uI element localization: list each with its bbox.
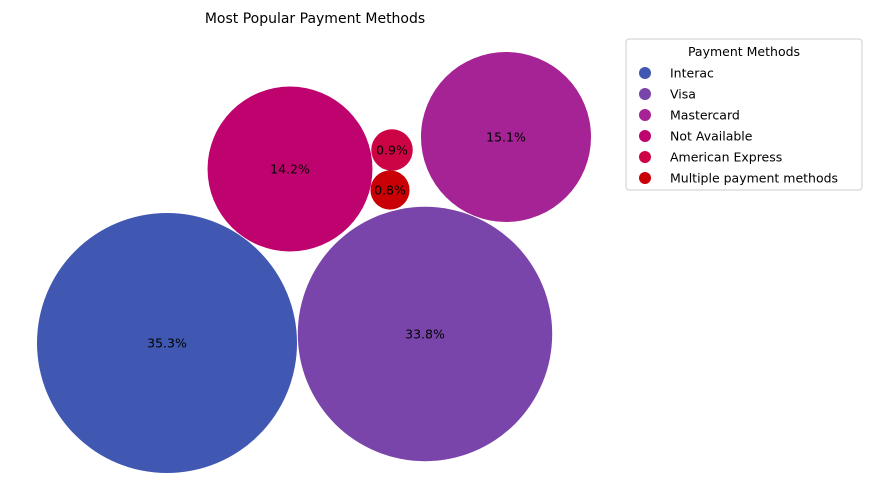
bubble-multiple-payment-methods (370, 170, 410, 210)
legend-marker-mastercard (639, 109, 651, 121)
bubble-mastercard (420, 51, 592, 223)
bubble-label-mastercard: 15.1% (486, 130, 526, 145)
legend-marker-american-express (639, 151, 651, 163)
bubble-label-not-available: 14.2% (270, 162, 310, 177)
legend-marker-visa (639, 88, 651, 100)
legend-items: Interac Visa Mastercard Not Available Americ… (639, 66, 838, 186)
legend-marker-interac (639, 67, 651, 79)
bubble-label-visa: 33.8% (405, 327, 445, 342)
bubble-american-express (371, 129, 413, 171)
legend-marker-multiple-payment-methods (639, 172, 651, 184)
legend-label-interac: Interac (670, 66, 714, 81)
legend-label-visa: Visa (670, 87, 696, 102)
legend-label-american-express: American Express (670, 150, 782, 165)
bubble-label-interac: 35.3% (147, 336, 187, 351)
bubbles-group: 35.3% 33.8% 15.1% 14.2% 0.9% 0.8% (37, 51, 592, 473)
legend-label-multiple-payment-methods: Multiple payment methods (670, 171, 838, 186)
bubble-not-available (207, 86, 373, 252)
bubble-interac (37, 213, 297, 473)
legend: Payment Methods Interac Visa Mastercard Not… (625, 38, 863, 191)
bubble-label-multiple-payment-methods: 0.8% (374, 183, 406, 198)
bubble-visa (297, 206, 553, 462)
legend-marker-not-available (639, 130, 651, 142)
legend-label-mastercard: Mastercard (670, 108, 740, 123)
legend-box (625, 38, 863, 191)
bubble-label-american-express: 0.9% (376, 143, 408, 158)
legend-label-not-available: Not Available (670, 129, 753, 144)
chart-title: Most Popular Payment Methods (205, 11, 425, 27)
legend-title: Payment Methods (688, 44, 800, 59)
